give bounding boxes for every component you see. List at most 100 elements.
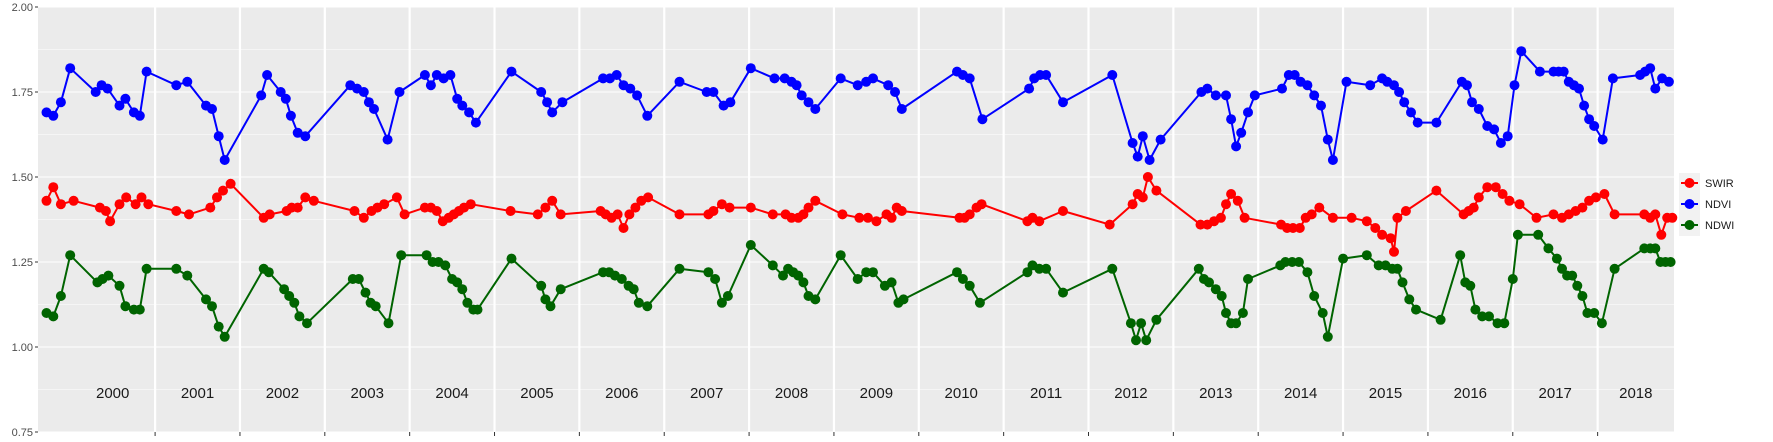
- data-point-swir: [643, 192, 654, 203]
- data-point-ndvi: [275, 87, 286, 97]
- data-point-swir: [745, 202, 756, 213]
- data-point-ndvi: [300, 131, 311, 142]
- legend-label: SWIR: [1705, 178, 1734, 190]
- data-point-swir: [1392, 212, 1403, 223]
- data-point-ndwi: [810, 294, 821, 305]
- y-tick-label: 2.00: [12, 2, 33, 14]
- data-point-ndwi: [1404, 294, 1415, 305]
- data-point-swir: [1151, 185, 1162, 196]
- data-point-ndvi: [506, 66, 517, 77]
- data-point-ndwi: [674, 263, 685, 274]
- year-label: 2017: [1539, 385, 1572, 402]
- data-point-ndwi: [55, 291, 66, 301]
- data-point-ndwi: [1533, 229, 1544, 240]
- data-point-ndvi: [769, 73, 780, 84]
- data-point-ndwi: [1293, 257, 1304, 267]
- data-point-swir: [48, 182, 59, 193]
- data-point-ndvi: [1406, 107, 1416, 118]
- data-point-ndwi: [642, 301, 653, 312]
- data-point-swir: [465, 199, 476, 210]
- legend-item-ndvi: NDVI: [1679, 194, 1731, 215]
- data-point-ndwi: [1455, 250, 1466, 261]
- data-point-ndwi: [462, 297, 473, 308]
- data-point-ndvi: [262, 70, 273, 80]
- data-point-ndwi: [555, 284, 566, 295]
- data-point-ndvi: [1322, 134, 1333, 145]
- data-point-ndwi: [793, 270, 804, 281]
- data-point-ndwi: [1609, 263, 1620, 274]
- data-point-ndwi: [1465, 280, 1476, 291]
- data-point-ndwi: [1022, 267, 1033, 278]
- data-point-ndvi: [1399, 97, 1410, 108]
- data-point-ndvi: [625, 83, 636, 94]
- data-point-swir: [171, 206, 182, 216]
- data-point-swir: [1361, 216, 1372, 227]
- data-point-ndvi: [55, 97, 66, 108]
- y-tick-label: 1.25: [12, 257, 33, 269]
- data-point-ndwi: [1237, 308, 1248, 318]
- data-point-ndvi: [1534, 66, 1545, 77]
- data-point-swir: [624, 209, 635, 220]
- data-point-swir: [1599, 189, 1610, 199]
- data-point-ndwi: [1650, 243, 1661, 254]
- data-point-ndvi: [1341, 76, 1352, 87]
- data-point-ndvi: [48, 110, 59, 121]
- data-point-swir: [1034, 216, 1045, 227]
- data-point-swir: [1327, 212, 1338, 223]
- data-point-ndvi: [1210, 90, 1221, 101]
- data-point-ndwi: [472, 304, 483, 315]
- series-layer: [41, 46, 1678, 346]
- data-point-ndwi: [141, 263, 152, 274]
- legend-label: NDVI: [1705, 199, 1731, 211]
- data-point-ndvi: [1579, 100, 1590, 111]
- y-axis: 0.75 1.00 1.25 1.50 1.75 2.00: [12, 2, 38, 439]
- year-label: 2015: [1369, 385, 1402, 402]
- data-point-ndvi: [102, 83, 113, 94]
- data-point-swir: [837, 209, 848, 220]
- data-point-ndvi: [1058, 97, 1068, 108]
- data-point-swir: [798, 209, 809, 220]
- data-point-ndvi: [1155, 134, 1166, 145]
- data-point-ndwi: [506, 253, 517, 264]
- data-point-ndvi: [708, 87, 719, 97]
- data-point-ndwi: [1131, 335, 1141, 346]
- data-point-swir: [379, 199, 390, 210]
- data-point-swir: [1142, 172, 1153, 182]
- data-point-swir: [205, 202, 216, 213]
- data-point-swir: [292, 202, 303, 213]
- data-point-swir: [724, 202, 735, 213]
- data-point-swir: [55, 199, 66, 210]
- data-point-swir: [612, 209, 623, 220]
- data-point-ndvi: [725, 97, 736, 108]
- data-point-ndwi: [1125, 318, 1136, 329]
- data-point-ndvi: [464, 107, 475, 118]
- data-point-ndvi: [896, 104, 907, 114]
- data-point-ndvi: [1365, 80, 1376, 91]
- data-point-swir: [100, 206, 111, 216]
- legend-item-swir: SWIR: [1679, 173, 1734, 194]
- data-point-ndvi: [1202, 83, 1213, 94]
- data-point-ndwi: [134, 304, 145, 315]
- data-point-swir: [854, 212, 865, 223]
- data-point-ndvi: [1516, 46, 1527, 57]
- data-point-ndvi: [358, 87, 369, 97]
- data-point-ndvi: [1650, 83, 1661, 94]
- data-point-ndwi: [1136, 318, 1147, 329]
- data-point-ndwi: [1216, 291, 1227, 301]
- data-point-ndvi: [1327, 155, 1338, 165]
- data-point-ndvi: [1502, 131, 1513, 142]
- data-point-ndwi: [1309, 291, 1320, 301]
- y-tick-label: 1.50: [12, 172, 33, 184]
- data-point-ndwi: [1470, 304, 1481, 315]
- data-point-ndwi: [1322, 331, 1333, 342]
- data-point-ndwi: [1058, 287, 1068, 298]
- data-point-ndwi: [1107, 263, 1118, 274]
- data-point-swir: [1377, 229, 1388, 240]
- data-point-ndvi: [868, 73, 878, 84]
- data-point-swir: [391, 192, 402, 203]
- data-point-swir: [1306, 209, 1317, 220]
- data-point-ndvi: [1412, 117, 1423, 128]
- data-point-swir: [1548, 209, 1559, 220]
- data-point-ndvi: [363, 97, 374, 108]
- data-point-swir: [218, 185, 228, 196]
